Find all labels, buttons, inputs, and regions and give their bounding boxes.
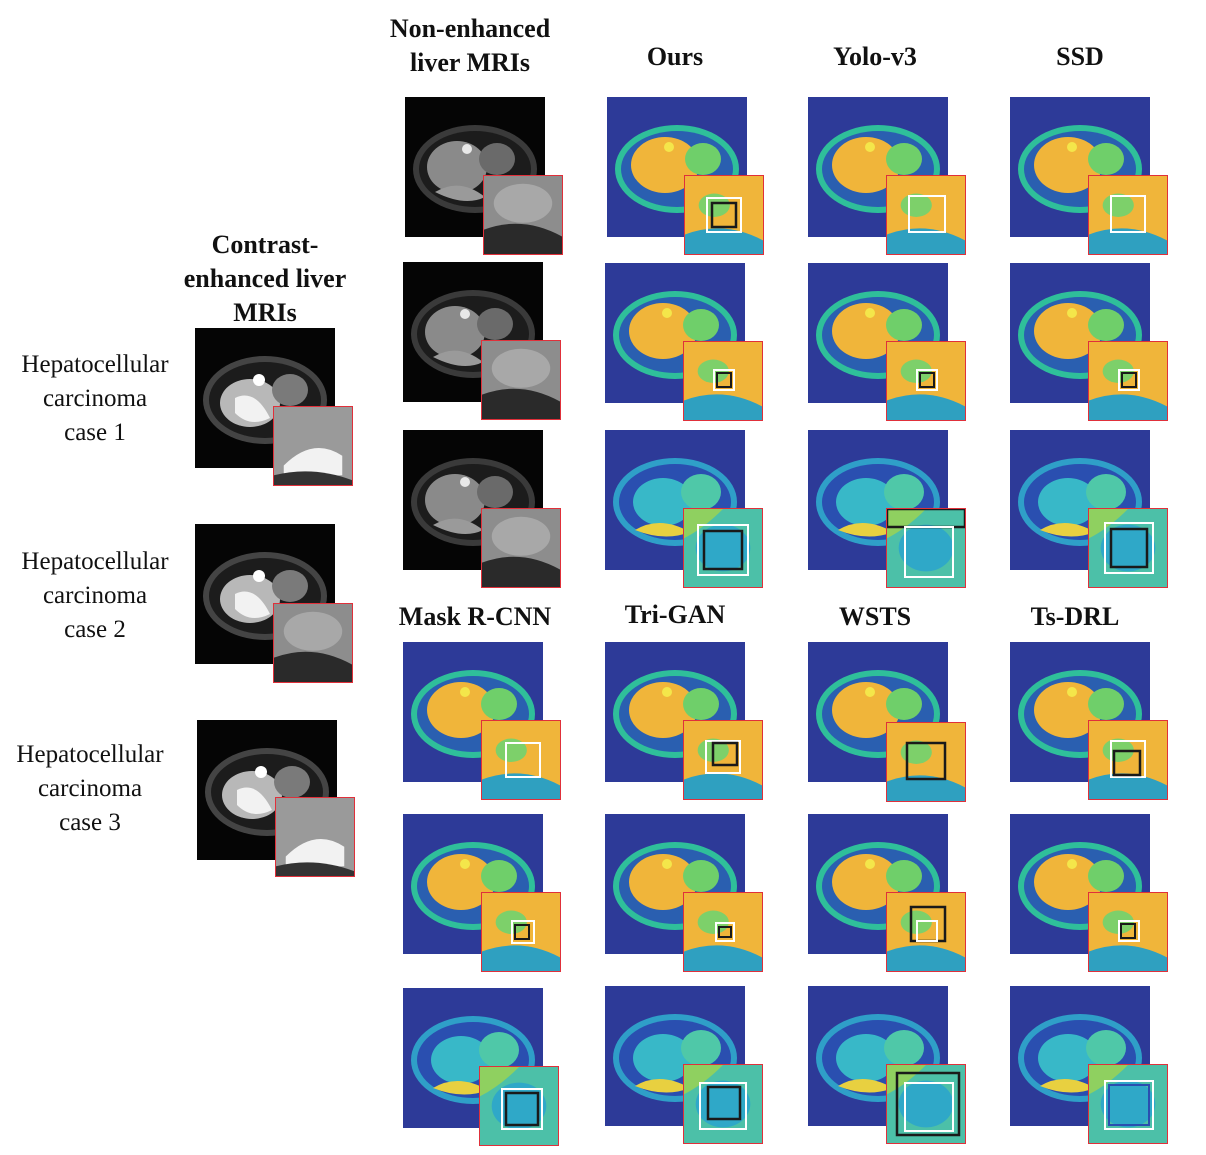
yolo-v3-zoom-case-2 <box>886 341 966 421</box>
header-ssd: SSD <box>1056 42 1104 71</box>
mask-r-cnn-zoom-case-3 <box>479 1066 559 1146</box>
contrast-enhanced-zoom-case-1 <box>273 406 353 486</box>
wsts-zoom-case-1 <box>886 722 966 802</box>
ours-zoom-case-2 <box>683 341 763 421</box>
case-label-2: Hepatocellular carcinoma case 2 <box>21 548 169 643</box>
ts-drl-zoom-case-1 <box>1088 720 1168 800</box>
ts-drl-zoom-case-2 <box>1088 892 1168 972</box>
ts-drl-zoom-case-3 <box>1088 1064 1168 1144</box>
header-mask-r-cnn: Mask R-CNN <box>398 602 552 631</box>
header-non-enhanced: Non-enhanced liver MRIs <box>389 14 551 77</box>
header-contrast-enhanced: Contrast- enhanced liver MRIs <box>183 230 347 327</box>
non-enhanced-zoom-case-1 <box>483 175 563 255</box>
header-tri-gan: Tri-GAN <box>624 600 726 629</box>
case-label-1: Hepatocellular carcinoma case 1 <box>21 351 169 446</box>
ssd-zoom-case-3 <box>1088 508 1168 588</box>
case-label-3: Hepatocellular carcinoma case 3 <box>16 741 164 836</box>
ssd-zoom-case-2 <box>1088 341 1168 421</box>
contrast-enhanced-zoom-case-2 <box>273 603 353 683</box>
ours-zoom-case-3 <box>683 508 763 588</box>
wsts-zoom-case-2 <box>886 892 966 972</box>
mask-r-cnn-zoom-case-2 <box>481 892 561 972</box>
ours-zoom-case-1 <box>684 175 764 255</box>
header-ts-drl: Ts-DRL <box>1030 602 1120 631</box>
tri-gan-zoom-case-1 <box>683 720 763 800</box>
wsts-zoom-case-3 <box>886 1064 966 1144</box>
tri-gan-zoom-case-3 <box>683 1064 763 1144</box>
non-enhanced-zoom-case-3 <box>481 508 561 588</box>
header-wsts: WSTS <box>838 602 912 631</box>
header-yolo-v3: Yolo-v3 <box>833 42 917 71</box>
ssd-zoom-case-1 <box>1088 175 1168 255</box>
yolo-v3-zoom-case-3 <box>886 508 966 588</box>
non-enhanced-zoom-case-2 <box>481 340 561 420</box>
header-ours: Ours <box>646 42 704 71</box>
yolo-v3-zoom-case-1 <box>886 175 966 255</box>
mask-r-cnn-zoom-case-1 <box>481 720 561 800</box>
contrast-enhanced-zoom-case-3 <box>275 797 355 877</box>
tri-gan-zoom-case-2 <box>683 892 763 972</box>
